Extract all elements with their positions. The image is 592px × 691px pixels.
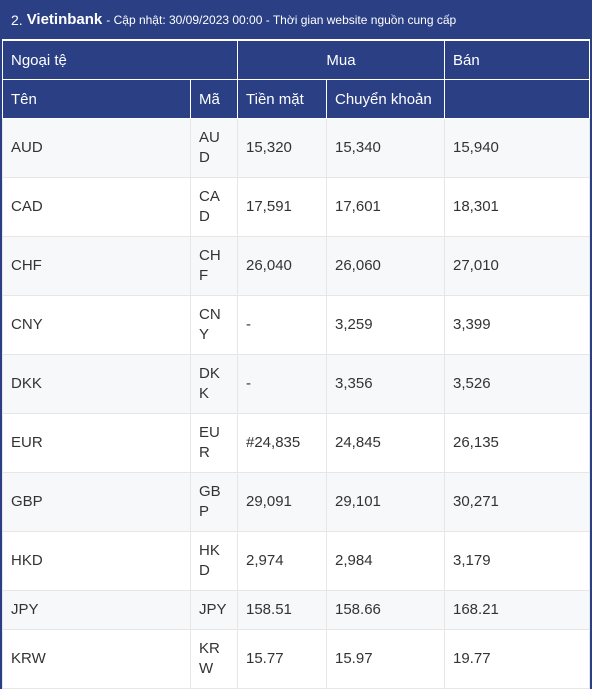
cell-transfer: 3,356	[326, 354, 445, 414]
cell-cash: 15,320	[237, 118, 327, 178]
cell-transfer: 15.97	[326, 629, 445, 689]
table-row: HKD HKD 2,974 2,984 3,179	[2, 531, 590, 591]
cell-code: DKK	[190, 354, 238, 414]
header-name: Tên	[2, 79, 191, 119]
cell-transfer: 2,984	[326, 531, 445, 591]
cell-code: CHF	[190, 236, 238, 296]
cell-name: KRW	[2, 629, 191, 689]
cell-transfer: 158.66	[326, 590, 445, 630]
cell-code: AUD	[190, 118, 238, 178]
cell-sell: 30,271	[444, 472, 590, 532]
cell-name: CHF	[2, 236, 191, 296]
cell-sell: 18,301	[444, 177, 590, 237]
cell-cash: 2,974	[237, 531, 327, 591]
section-title: 2. Vietinbank - Cập nhật: 30/09/2023 00:…	[2, 0, 590, 40]
cell-sell: 3,399	[444, 295, 590, 355]
cell-sell: 27,010	[444, 236, 590, 296]
cell-cash: #24,835	[237, 413, 327, 473]
table-row: GBP GBP 29,091 29,101 30,271	[2, 472, 590, 532]
header-code: Mã	[190, 79, 238, 119]
cell-name: DKK	[2, 354, 191, 414]
cell-transfer: 24,845	[326, 413, 445, 473]
header-empty	[444, 79, 590, 119]
table-row: CNY CNY - 3,259 3,399	[2, 295, 590, 355]
section-index: 2.	[11, 11, 23, 28]
cell-cash: 15.77	[237, 629, 327, 689]
table-row: CHF CHF 26,040 26,060 27,010	[2, 236, 590, 296]
bank-name: Vietinbank	[26, 11, 103, 28]
cell-cash: 26,040	[237, 236, 327, 296]
cell-cash: -	[237, 295, 327, 355]
cell-cash: 17,591	[237, 177, 327, 237]
table-row: JPY JPY 158.51 158.66 168.21	[2, 590, 590, 630]
cell-sell: 19.77	[444, 629, 590, 689]
cell-cash: 29,091	[237, 472, 327, 532]
cell-sell: 26,135	[444, 413, 590, 473]
table-row: AUD AUD 15,320 15,340 15,940	[2, 118, 590, 178]
cell-sell: 3,179	[444, 531, 590, 591]
cell-transfer: 17,601	[326, 177, 445, 237]
cell-transfer: 26,060	[326, 236, 445, 296]
table-row: CAD CAD 17,591 17,601 18,301	[2, 177, 590, 237]
cell-sell: 3,526	[444, 354, 590, 414]
cell-sell: 168.21	[444, 590, 590, 630]
cell-name: GBP	[2, 472, 191, 532]
header-buy: Mua	[237, 40, 445, 80]
cell-transfer: 3,259	[326, 295, 445, 355]
cell-code: CNY	[190, 295, 238, 355]
cell-name: CNY	[2, 295, 191, 355]
cell-code: JPY	[190, 590, 238, 630]
table-row: EUR EUR #24,835 24,845 26,135	[2, 413, 590, 473]
cell-code: HKD	[190, 531, 238, 591]
table-row: DKK DKK - 3,356 3,526	[2, 354, 590, 414]
cell-code: KRW	[190, 629, 238, 689]
cell-name: EUR	[2, 413, 191, 473]
update-note: - Cập nhật: 30/09/2023 00:00 - Thời gian…	[106, 12, 457, 27]
exchange-rate-table: Ngoại tệ Mua Bán Tên Mã Tiền mặt Chuyển …	[2, 40, 590, 689]
header-currency: Ngoại tệ	[2, 40, 238, 80]
header-cash: Tiền mặt	[237, 79, 327, 119]
cell-code: EUR	[190, 413, 238, 473]
cell-code: GBP	[190, 472, 238, 532]
header-transfer: Chuyển khoản	[326, 79, 445, 119]
cell-transfer: 29,101	[326, 472, 445, 532]
cell-cash: 158.51	[237, 590, 327, 630]
cell-transfer: 15,340	[326, 118, 445, 178]
cell-code: CAD	[190, 177, 238, 237]
header-sell: Bán	[444, 40, 590, 80]
cell-name: HKD	[2, 531, 191, 591]
cell-name: CAD	[2, 177, 191, 237]
cell-name: AUD	[2, 118, 191, 178]
table-row: KRW KRW 15.77 15.97 19.77	[2, 629, 590, 689]
cell-name: JPY	[2, 590, 191, 630]
cell-cash: -	[237, 354, 327, 414]
cell-sell: 15,940	[444, 118, 590, 178]
